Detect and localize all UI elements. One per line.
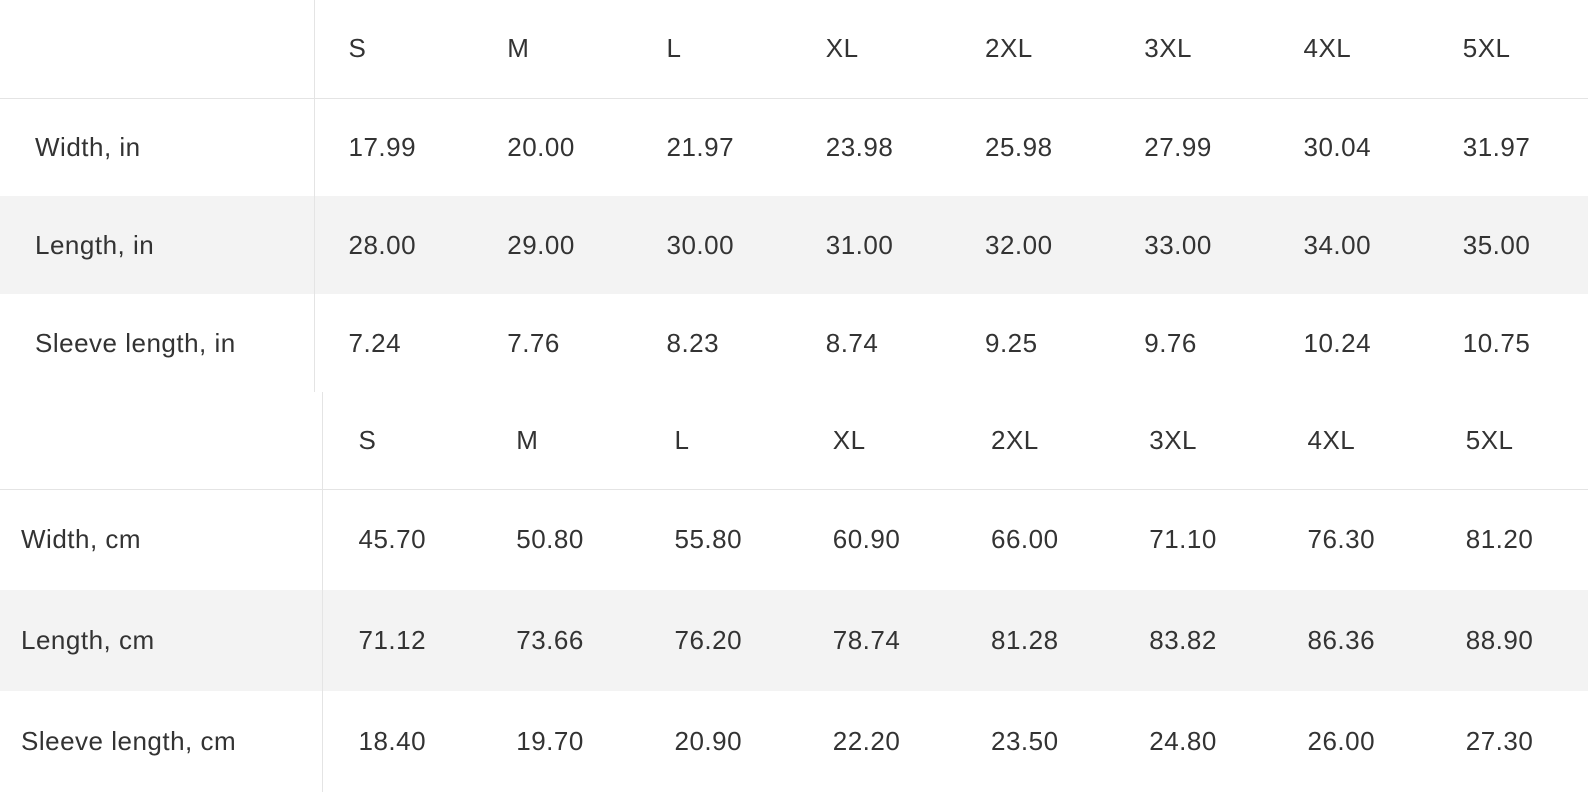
size-header-m: M bbox=[516, 424, 539, 455]
size-header-4xl: 4XL bbox=[1303, 33, 1352, 64]
table-cell: 30.00 bbox=[666, 229, 735, 260]
size-header-2xl: 2XL bbox=[985, 33, 1033, 64]
size-header-3xl: 3XL bbox=[1144, 33, 1193, 64]
size-header-s: S bbox=[348, 33, 367, 64]
table-cell: 66.00 bbox=[991, 524, 1059, 555]
table-cell: 20.00 bbox=[507, 131, 575, 162]
size-header-2xl: 2XL bbox=[991, 424, 1039, 455]
table-cell: 55.80 bbox=[674, 524, 743, 555]
table-cell: 29.00 bbox=[507, 229, 575, 260]
table-cell: 7.76 bbox=[507, 327, 560, 358]
table-cell: 10.24 bbox=[1303, 327, 1372, 358]
row-label: Width, in bbox=[0, 98, 315, 196]
size-header-row: S M L XL 2XL 3XL 4XL 5XL bbox=[0, 392, 1588, 489]
table-cell: 78.74 bbox=[832, 625, 901, 655]
table-cell: 81.28 bbox=[991, 625, 1059, 655]
table-cell: 10.75 bbox=[1462, 327, 1531, 358]
table-cell: 21.97 bbox=[666, 131, 735, 162]
table-cell: 30.04 bbox=[1303, 131, 1372, 162]
table-cell: 35.00 bbox=[1462, 229, 1531, 260]
table-cell: 17.99 bbox=[348, 131, 417, 162]
table-cell: 8.74 bbox=[825, 327, 879, 358]
table-cell: 83.82 bbox=[1149, 625, 1217, 655]
table-row: Sleeve length, in 7.24 7.76 8.23 8.74 9.… bbox=[0, 294, 1588, 392]
table-cell: 27.30 bbox=[1465, 726, 1534, 756]
table-cell: 88.90 bbox=[1465, 625, 1534, 655]
table-cell: 86.36 bbox=[1307, 625, 1376, 655]
table-cell: 7.24 bbox=[348, 327, 402, 358]
table-cell: 71.10 bbox=[1149, 524, 1217, 555]
table-cell: 81.20 bbox=[1465, 524, 1534, 555]
size-header-s: S bbox=[358, 424, 377, 455]
table-cell: 45.70 bbox=[358, 524, 427, 555]
table-cell: 18.40 bbox=[358, 726, 427, 756]
row-label: Width, cm bbox=[0, 489, 323, 590]
table-row: Length, cm 71.12 73.66 76.20 78.74 81.28… bbox=[0, 590, 1588, 691]
size-header-row: S M L XL 2XL 3XL 4XL 5XL bbox=[0, 0, 1588, 98]
size-chart-centimeters: S M L XL 2XL 3XL 4XL 5XL Width, cm 45.70… bbox=[0, 392, 1588, 792]
table-cell: 23.98 bbox=[825, 131, 894, 162]
table-row: Width, cm 45.70 50.80 55.80 60.90 66.00 … bbox=[0, 489, 1588, 590]
size-header-4xl: 4XL bbox=[1307, 424, 1356, 455]
size-header-l: L bbox=[674, 424, 690, 455]
size-chart-inches: S M L XL 2XL 3XL 4XL 5XL Width, in 17.99… bbox=[0, 0, 1588, 392]
table-cell: 33.00 bbox=[1144, 229, 1212, 260]
size-header-m: M bbox=[507, 33, 530, 64]
row-label: Sleeve length, in bbox=[0, 294, 315, 392]
table-cell: 60.90 bbox=[832, 524, 901, 555]
table-cell: 76.30 bbox=[1307, 524, 1376, 555]
table-cell: 34.00 bbox=[1303, 229, 1372, 260]
table-cell: 8.23 bbox=[666, 327, 720, 358]
header-corner-cell bbox=[0, 392, 323, 489]
table-cell: 9.25 bbox=[985, 327, 1038, 358]
size-header-3xl: 3XL bbox=[1149, 424, 1198, 455]
row-label: Length, cm bbox=[0, 590, 323, 691]
table-cell: 24.80 bbox=[1149, 726, 1217, 756]
size-header-5xl: 5XL bbox=[1465, 424, 1514, 455]
table-cell: 20.90 bbox=[674, 726, 743, 756]
row-label: Length, in bbox=[0, 196, 315, 294]
table-cell: 9.76 bbox=[1144, 327, 1197, 358]
size-header-l: L bbox=[666, 33, 682, 64]
table-cell: 31.00 bbox=[825, 229, 894, 260]
table-cell: 73.66 bbox=[516, 625, 584, 655]
size-header-xl: XL bbox=[832, 424, 866, 455]
size-header-5xl: 5XL bbox=[1462, 33, 1511, 64]
size-header-xl: XL bbox=[825, 33, 859, 64]
header-corner-cell bbox=[0, 0, 315, 98]
table-cell: 71.12 bbox=[358, 625, 427, 655]
table-cell: 32.00 bbox=[985, 229, 1053, 260]
table-cell: 50.80 bbox=[516, 524, 584, 555]
row-label: Sleeve length, cm bbox=[0, 691, 323, 792]
table-cell: 25.98 bbox=[985, 131, 1053, 162]
table-row: Width, in 17.99 20.00 21.97 23.98 25.98 … bbox=[0, 98, 1588, 196]
table-cell: 23.50 bbox=[991, 726, 1059, 756]
table-cell: 19.70 bbox=[516, 726, 584, 756]
table-cell: 26.00 bbox=[1307, 726, 1376, 756]
table-cell: 27.99 bbox=[1144, 131, 1212, 162]
table-cell: 76.20 bbox=[674, 625, 743, 655]
table-cell: 28.00 bbox=[348, 229, 417, 260]
table-cell: 22.20 bbox=[832, 726, 901, 756]
table-row: Sleeve length, cm 18.40 19.70 20.90 22.2… bbox=[0, 691, 1588, 792]
table-cell: 31.97 bbox=[1462, 131, 1531, 162]
table-row: Length, in 28.00 29.00 30.00 31.00 32.00… bbox=[0, 196, 1588, 294]
